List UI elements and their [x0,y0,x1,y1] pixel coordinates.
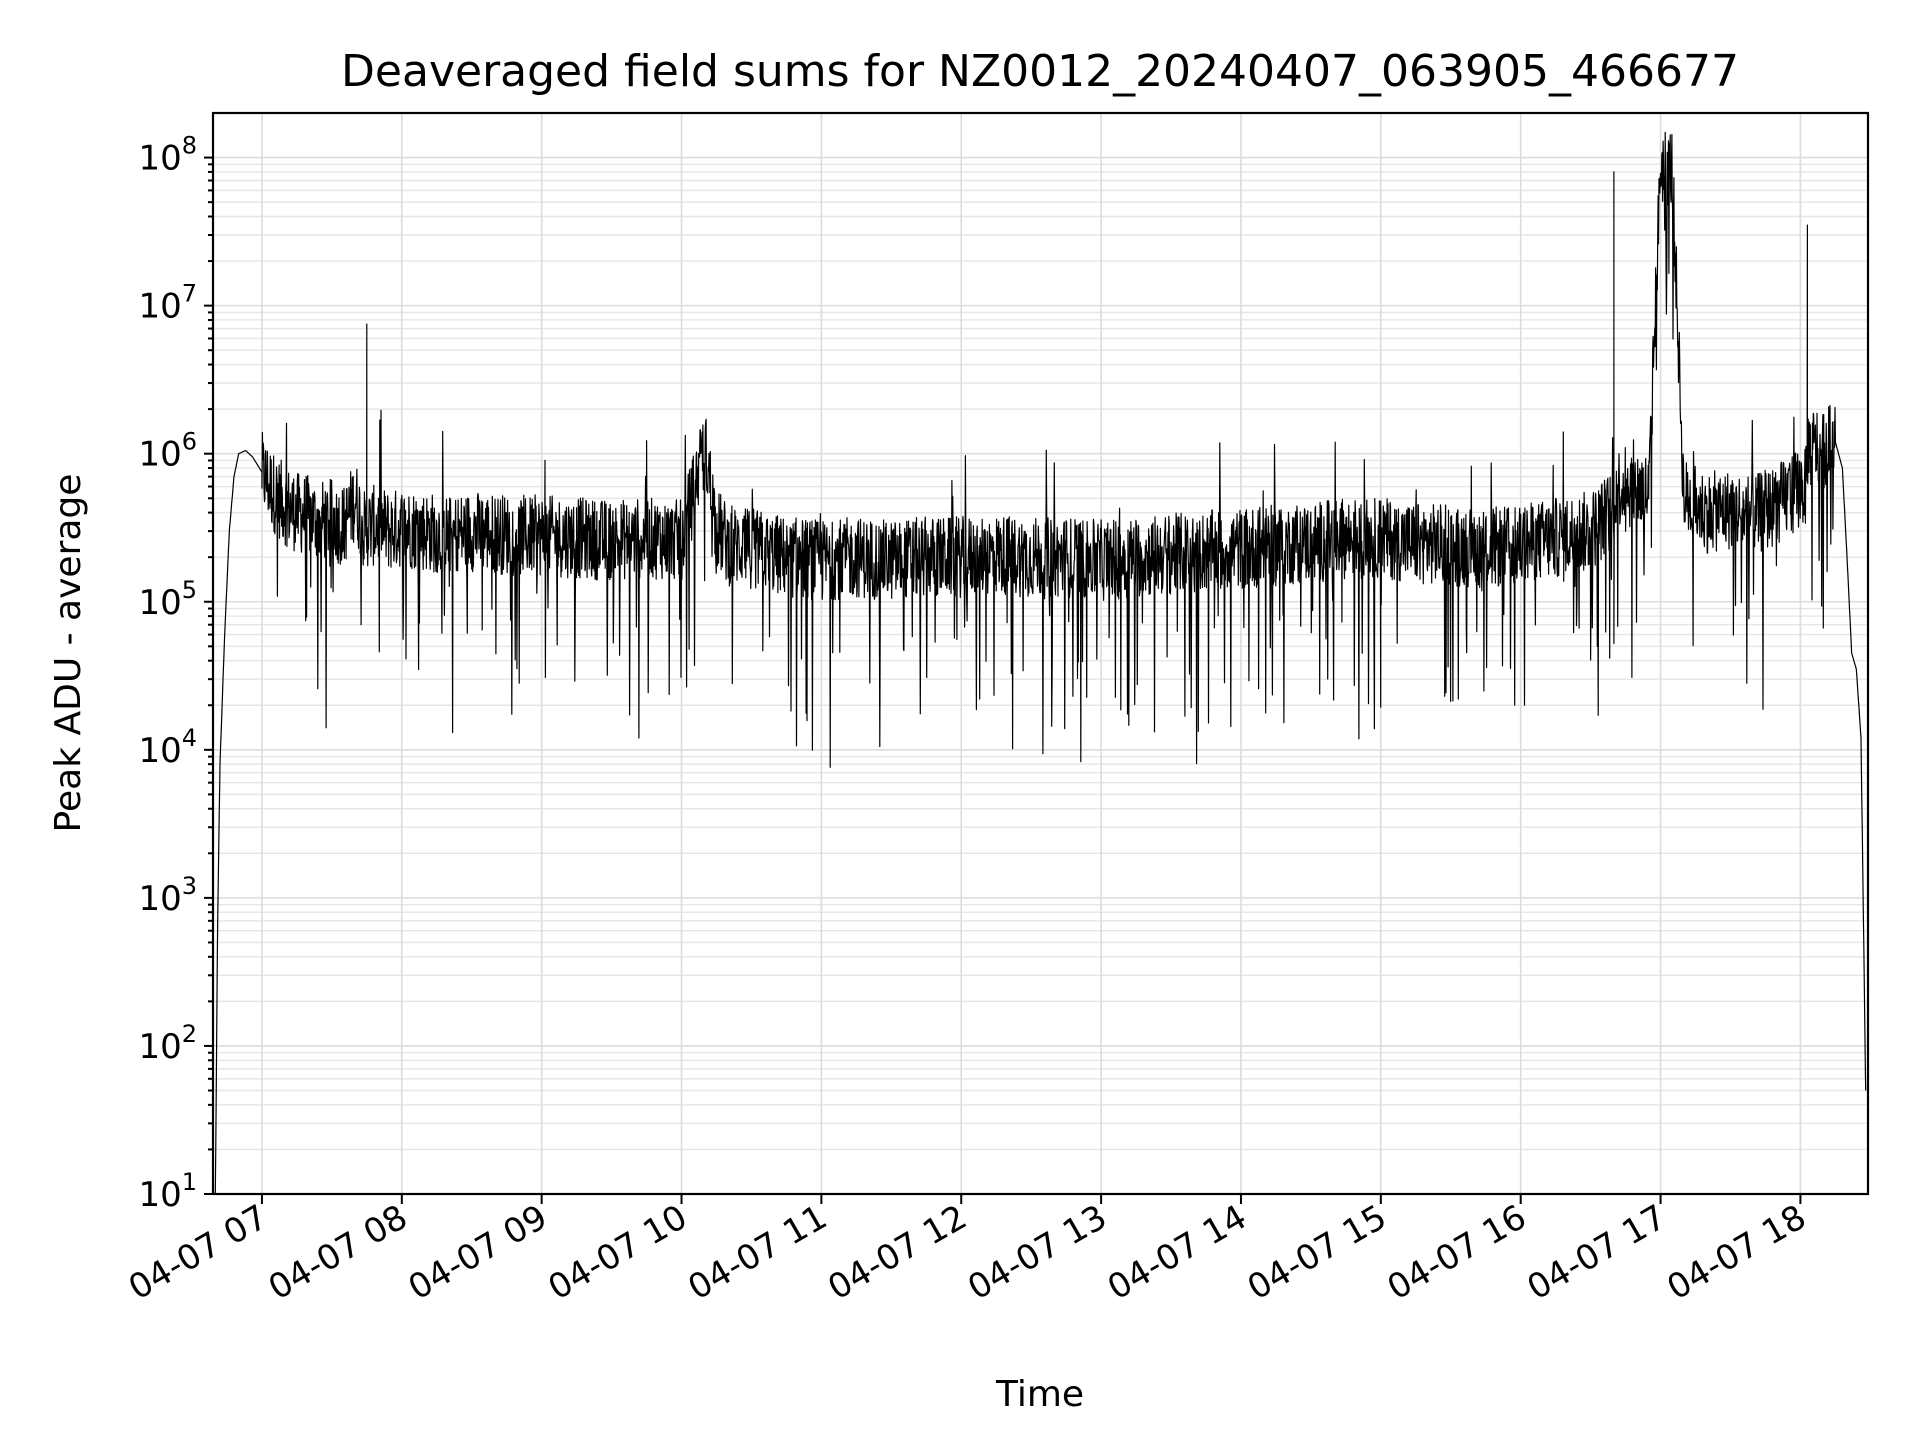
y-tick-label: 105 [138,576,197,623]
y-tick-label: 102 [138,1020,197,1067]
chart-title: Deaveraged field sums for NZ0012_2024040… [341,46,1739,97]
y-tick-label: 108 [138,132,197,179]
y-tick-label: 104 [138,724,197,771]
y-tick-label: 106 [138,428,197,475]
x-axis-label: Time [995,1374,1084,1415]
series-line [214,131,1867,1195]
y-axis-label: Peak ADU - average [48,474,89,833]
plot-frame [211,111,1870,1196]
y-tick-label: 107 [138,280,197,327]
plot-area [214,131,1867,1195]
y-axis: 101 102 103 104 105 106 107 108 [138,132,213,1215]
y-tick-label: 103 [138,872,197,919]
y-tick-label: 101 [138,1168,197,1215]
